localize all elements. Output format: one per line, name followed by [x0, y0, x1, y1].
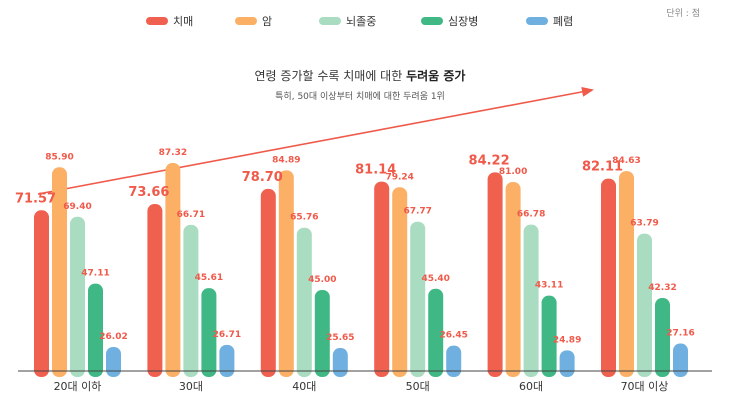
- bar-1-3: [70, 216, 85, 377]
- value-label-5-5: 24.89: [553, 335, 581, 345]
- bar-6-3: [637, 233, 652, 377]
- value-label-5-3: 66.78: [517, 210, 545, 220]
- annotation-line1-prefix: 연령 증가할 수록 치매에 대한: [255, 69, 407, 83]
- value-label-1-5: 26.02: [99, 332, 127, 342]
- bar-5-4: [541, 295, 557, 377]
- bar-5-3: [523, 224, 539, 377]
- bar-5-1: [487, 172, 503, 377]
- legend: 치매 암 뇌졸중 심장병 폐렴: [146, 15, 573, 28]
- value-label-4-1: 81.14: [355, 163, 396, 178]
- bar-3-1: [260, 188, 276, 377]
- legend-swatch-5: [526, 17, 548, 25]
- bars: [34, 163, 688, 377]
- value-label-6-1: 82.11: [582, 160, 623, 175]
- legend-label-2: 암: [262, 15, 272, 28]
- value-label-5-1: 84.22: [469, 153, 510, 168]
- bar-4-3: [410, 221, 426, 377]
- value-label-2-5: 26.71: [213, 330, 241, 340]
- value-label-3-3: 65.76: [290, 213, 318, 223]
- value-label-3-2: 84.89: [272, 155, 300, 165]
- bar-6-1: [601, 178, 616, 377]
- legend-swatch-3: [319, 17, 341, 25]
- category-label-3: 40대: [292, 380, 316, 393]
- value-label-6-2: 84.63: [612, 156, 640, 166]
- bar-3-2: [278, 170, 294, 377]
- bar-1-1: [34, 210, 49, 377]
- bar-2-1: [147, 204, 163, 377]
- value-label-4-2: 79.24: [385, 172, 413, 182]
- bar-5-2: [505, 182, 521, 377]
- value-label-4-3: 67.77: [403, 207, 431, 217]
- bar-4-5: [446, 345, 462, 377]
- value-label-1-4: 47.11: [81, 269, 109, 279]
- unit-note: 단위 : 점: [666, 7, 700, 19]
- category-labels: 20대 이하 30대 40대 50대 60대 70대 이상: [54, 379, 669, 393]
- bar-2-2: [165, 163, 181, 377]
- legend-swatch-1: [146, 17, 168, 25]
- bar-1-4: [88, 283, 103, 377]
- legend-swatch-4: [421, 17, 443, 25]
- value-label-6-3: 63.79: [630, 219, 658, 229]
- bar-6-5: [673, 343, 688, 377]
- value-label-1-1: 71.57: [15, 191, 56, 206]
- legend-label-5: 폐렴: [553, 15, 573, 28]
- category-label-6: 70대 이상: [621, 380, 669, 393]
- value-label-1-3: 69.40: [63, 202, 91, 212]
- bar-6-4: [655, 298, 670, 377]
- trend-arrow: [37, 86, 594, 195]
- value-label-6-4: 42.32: [648, 283, 676, 293]
- legend-label-1: 치매: [173, 15, 193, 28]
- bar-1-2: [52, 167, 67, 377]
- bar-2-3: [183, 224, 199, 377]
- bar-3-5: [332, 348, 348, 377]
- value-label-6-5: 27.16: [666, 329, 694, 339]
- value-label-4-5: 26.45: [439, 331, 467, 341]
- value-label-2-2: 87.32: [159, 148, 187, 158]
- value-label-4-4: 45.40: [421, 274, 449, 284]
- bar-4-2: [392, 187, 408, 377]
- bar-4-4: [428, 288, 444, 377]
- bar-5-5: [559, 350, 575, 377]
- value-label-5-2: 81.00: [499, 167, 527, 177]
- value-labels: 71.57 85.90 69.40 47.11 26.02 73.66 87.32 66.71…: [15, 148, 695, 345]
- category-label-4: 50대: [406, 380, 430, 393]
- value-label-2-1: 73.66: [128, 185, 169, 200]
- value-label-1-2: 85.90: [45, 152, 73, 162]
- bar-6-2: [619, 171, 634, 377]
- legend-label-3: 뇌졸중: [346, 15, 376, 28]
- bar-3-4: [314, 290, 330, 377]
- category-label-1: 20대 이하: [54, 379, 102, 393]
- legend-swatch-2: [235, 17, 257, 25]
- bar-1-5: [106, 346, 121, 377]
- annotation-line1-bold: 두려움 증가: [406, 68, 465, 83]
- value-label-3-1: 78.70: [242, 170, 283, 185]
- value-label-2-3: 66.71: [177, 210, 205, 220]
- value-label-5-4: 43.11: [535, 281, 563, 291]
- bar-4-1: [374, 181, 390, 377]
- annotation-line1: 연령 증가할 수록 치매에 대한 두려움 증가: [255, 68, 466, 83]
- category-label-2: 30대: [179, 380, 203, 393]
- bar-2-4: [201, 288, 217, 377]
- value-label-2-4: 45.61: [195, 273, 223, 283]
- annotation-line2: 특히, 50대 이상부터 치매에 대한 두려움 1위: [275, 90, 445, 102]
- legend-label-4: 심장병: [448, 15, 478, 28]
- value-label-3-4: 45.00: [308, 275, 336, 285]
- value-label-3-5: 25.65: [326, 333, 354, 343]
- category-label-5: 60대: [519, 380, 543, 393]
- bar-2-5: [219, 344, 235, 377]
- bar-3-3: [296, 227, 312, 377]
